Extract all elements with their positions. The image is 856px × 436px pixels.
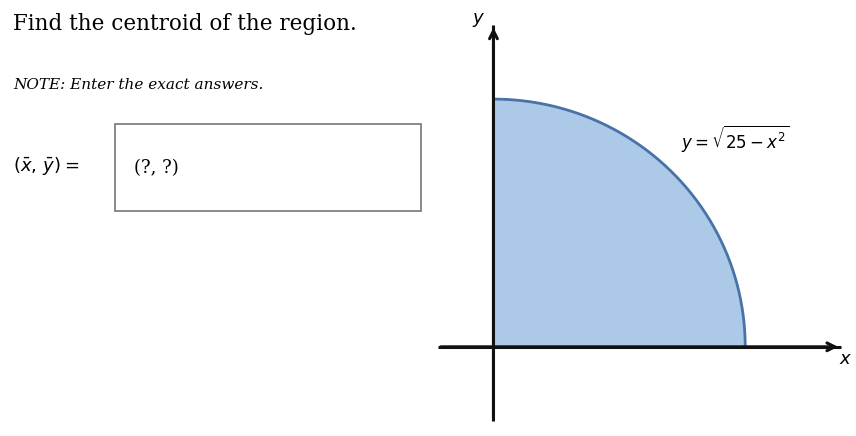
Text: NOTE: Enter the exact answers.: NOTE: Enter the exact answers. (13, 78, 264, 92)
Text: (?, ?): (?, ?) (134, 159, 179, 177)
Text: $(\bar{x},\, \bar{y}) =$: $(\bar{x},\, \bar{y}) =$ (13, 155, 79, 177)
Text: Find the centroid of the region.: Find the centroid of the region. (13, 13, 357, 35)
FancyBboxPatch shape (115, 124, 421, 211)
Text: $y$: $y$ (472, 11, 485, 29)
Text: $x$: $x$ (839, 350, 853, 368)
Text: $y = \sqrt{25 - x^2}$: $y = \sqrt{25 - x^2}$ (681, 123, 789, 154)
Polygon shape (493, 99, 746, 347)
